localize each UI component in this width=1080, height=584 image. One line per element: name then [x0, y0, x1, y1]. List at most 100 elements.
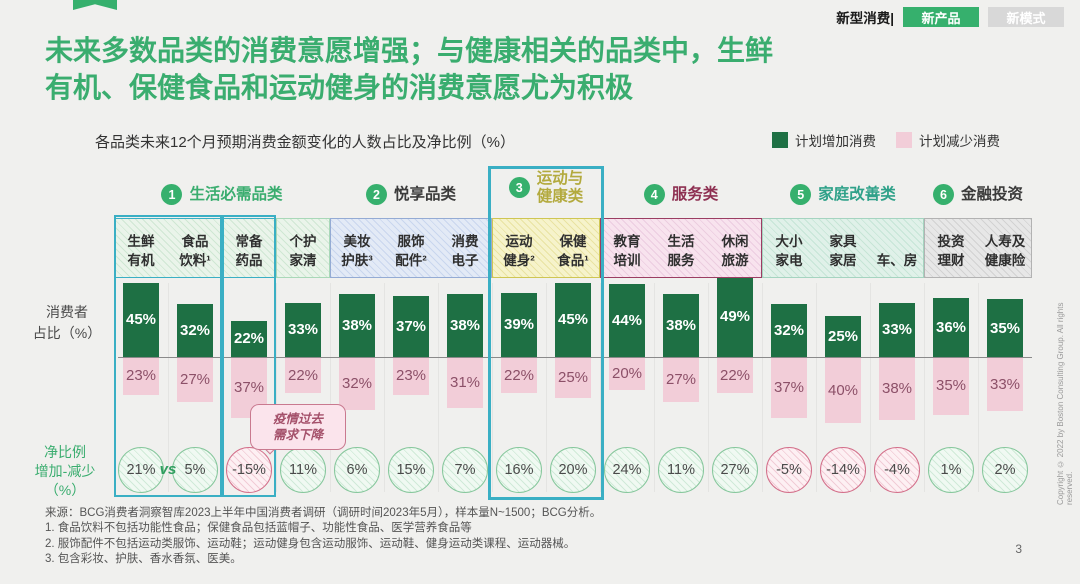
column-separator — [438, 283, 439, 492]
group-label: 4 服务类 — [596, 184, 766, 205]
bar-increase: 38% — [447, 294, 483, 357]
bar-decrease: 27% — [663, 357, 699, 402]
y-axis-label-net-line2: 增加-减少 — [34, 462, 96, 479]
page-title: 未来多数品类的消费意愿增强；与健康相关的品类中，生鲜 有机、保健食品和运动健身的… — [45, 33, 1035, 107]
breadcrumb[interactable]: 新型消费| — [836, 11, 894, 26]
bar-increase: 33% — [285, 302, 321, 357]
net-ratio-badge: 1% — [928, 447, 974, 493]
net-ratio-badge: 27% — [712, 447, 758, 493]
group-label: 1 生活必需品类 — [137, 184, 307, 205]
column-separator — [870, 283, 871, 492]
net-ratio-badge: 15% — [388, 447, 434, 493]
chart-subtitle: 各品类未来12个月预期消费金额变化的人数占比及净比例（%） — [95, 134, 516, 151]
category-header-cell — [114, 218, 222, 278]
column-header: 大小 家电 — [775, 233, 803, 268]
source-line: 来源：BCG消费者洞察智库2023上半年中国消费者调研（调研时间2023年5月）… — [45, 507, 602, 519]
column-separator — [546, 283, 547, 492]
category-header-cell — [600, 218, 762, 278]
tab-new-mode[interactable]: 新模式 — [988, 7, 1064, 27]
column-separator — [492, 283, 493, 492]
category-header-cell — [762, 218, 924, 278]
column-separator — [708, 283, 709, 492]
bar-increase: 32% — [177, 304, 213, 357]
bar-decrease: 38% — [879, 357, 915, 420]
group-number-badge: 1 — [161, 184, 183, 205]
net-ratio-badge: 20% — [550, 447, 596, 493]
copyright-text: Copyright © 2022 by Boston Consulting Gr… — [1056, 302, 1074, 505]
net-ratio-badge: -4% — [874, 447, 920, 493]
column-header: 家具 家居 — [829, 233, 857, 268]
tab-new-product[interactable]: 新产品 — [903, 7, 979, 27]
net-ratio-badge: -15% — [226, 447, 272, 493]
column-separator — [924, 283, 925, 492]
group-number-badge: 4 — [643, 184, 665, 205]
bar-increase: 39% — [501, 292, 537, 357]
column-separator — [330, 283, 331, 492]
column-header: 美妆 护肤³ — [341, 233, 373, 268]
bar-decrease: 27% — [177, 357, 213, 402]
column-header: 个护 家清 — [289, 233, 317, 268]
column-separator — [384, 283, 385, 492]
bar-decrease: 22% — [285, 357, 321, 394]
category-header-cell — [222, 218, 276, 278]
legend: 计划增加消费 计划减少消费 — [772, 130, 1000, 150]
y-axis-label-net-line1: 净比例 — [44, 444, 86, 460]
net-ratio-badge: 5% — [172, 447, 218, 493]
column-separator — [762, 283, 763, 492]
net-ratio-badge: 21% — [118, 447, 164, 493]
top-nav: 新型消费| 新产品 新模式 — [836, 7, 1064, 27]
category-header-cell — [924, 218, 1032, 278]
footnotes: 来源：BCG消费者洞察智库2023上半年中国消费者调研（调研时间2023年5月）… — [45, 506, 601, 568]
bar-increase: 38% — [663, 294, 699, 357]
bar-decrease: 20% — [609, 357, 645, 390]
net-ratio-badge: -5% — [766, 447, 812, 493]
bar-decrease: 22% — [501, 357, 537, 394]
column-header: 投资 理财 — [937, 233, 965, 268]
page-title-line2: 有机、保健食品和运动健身的消费意愿尤为积极 — [45, 71, 634, 103]
highlight-box — [114, 215, 222, 497]
bar-decrease: 37% — [771, 357, 807, 419]
group-label-text: 服务类 — [671, 185, 719, 203]
net-ratio-badge: 7% — [442, 447, 488, 493]
group-label-text: 生活必需品类 — [189, 185, 283, 203]
zero-axis-line — [118, 357, 1032, 358]
group-label: 6 金融投资 — [893, 184, 1063, 205]
bar-increase: 35% — [987, 299, 1023, 357]
bar-increase: 22% — [231, 320, 267, 357]
bar-decrease: 25% — [555, 357, 591, 399]
column-header: 服饰 配件² — [395, 233, 427, 268]
group-label: 3 运动与 健康类 — [461, 170, 631, 206]
y-axis-label-share-line1: 消费者 — [46, 304, 88, 320]
column-header: 消费 电子 — [451, 233, 479, 268]
group-label-text: 运动与 健康类 — [536, 170, 584, 205]
column-header: 教育 培训 — [613, 233, 641, 268]
net-ratio-badge: -14% — [820, 447, 866, 493]
bar-decrease: 23% — [393, 357, 429, 395]
bar-increase: 25% — [825, 315, 861, 357]
bar-decrease: 33% — [987, 357, 1023, 412]
net-ratio-badge: 16% — [496, 447, 542, 493]
bar-increase: 36% — [933, 297, 969, 357]
net-ratio-badge: 24% — [604, 447, 650, 493]
column-separator — [816, 283, 817, 492]
legend-item-decrease: 计划减少消费 — [896, 130, 1000, 150]
column-separator — [978, 283, 979, 492]
group-number-badge: 2 — [365, 184, 387, 205]
column-separator — [600, 283, 601, 492]
bar-increase: 44% — [609, 284, 645, 357]
callout-line2: 需求下降 — [272, 428, 323, 442]
y-axis-label-net: 净比例 增加-减少 （%） — [14, 443, 116, 500]
legend-item-increase: 计划增加消费 — [772, 130, 876, 150]
column-separator — [276, 283, 277, 492]
column-header: 常备 药品 — [235, 233, 263, 268]
legend-swatch-decrease-icon — [896, 132, 912, 148]
legend-swatch-increase-icon — [772, 132, 788, 148]
column-header: 车、房 — [876, 252, 918, 268]
vs-label: vs — [159, 461, 177, 478]
legend-label-increase: 计划增加消费 — [795, 134, 876, 149]
net-ratio-badge: 11% — [658, 447, 704, 493]
y-axis-label-net-line3: （%） — [44, 481, 86, 498]
net-ratio-badge: 2% — [982, 447, 1028, 493]
